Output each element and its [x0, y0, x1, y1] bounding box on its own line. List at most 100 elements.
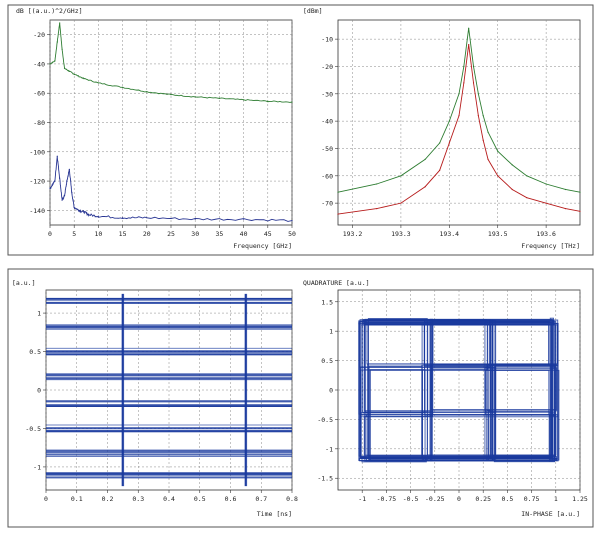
data-point: [545, 183, 547, 185]
data-point: [468, 27, 470, 29]
constellation-trace: [431, 320, 555, 370]
data-point: [487, 131, 489, 133]
constellation-trace: [362, 319, 497, 413]
y-tick-label: -120: [29, 178, 45, 186]
data-point: [267, 100, 269, 102]
data-point: [243, 218, 245, 220]
data-point: [56, 155, 58, 157]
data-point: [477, 93, 479, 95]
x-axis-label: IN-PHASE [a.u.]: [521, 510, 580, 518]
y-tick-label: -60: [321, 172, 333, 180]
x-axis-label: Time [ns]: [257, 510, 292, 518]
constellation-trace: [432, 321, 550, 365]
x-tick-label: 10: [94, 230, 102, 238]
x-tick-label: 0.25: [475, 495, 491, 503]
data-point: [564, 188, 567, 191]
y-tick-label: -0.5: [25, 425, 41, 433]
data-point: [439, 142, 441, 144]
y-tick-label: 1.5: [321, 298, 333, 306]
data-point: [66, 180, 68, 182]
x-tick-label: 25: [167, 230, 175, 238]
y-tick-label: 1: [329, 328, 333, 336]
data-point: [78, 209, 80, 211]
x-tick-label: 35: [215, 230, 223, 238]
data-point: [458, 115, 460, 117]
y-tick-label: -30: [321, 90, 333, 98]
constellation-trace: [360, 324, 552, 458]
constellation-trace: [366, 322, 558, 365]
data-point: [63, 195, 66, 197]
x-tick-label: 193.5: [488, 230, 508, 238]
data-point: [146, 217, 148, 219]
data-point: [526, 175, 528, 177]
data-point: [400, 202, 402, 204]
data-point: [472, 65, 475, 68]
optical-spectrum-panel: 193.2 193.3 193.4 193.5 193.6 -10 -20 -30 -40 -50…: [303, 7, 581, 250]
data-point: [448, 120, 450, 122]
data-point: [526, 197, 528, 199]
data-point: [218, 97, 220, 99]
x-tick-label: 20: [143, 230, 151, 238]
data-point: [54, 180, 56, 182]
x-tick-label: 0.1: [71, 495, 83, 503]
x-tick-label: 0.5: [502, 495, 514, 503]
data-point: [73, 206, 75, 209]
x-tick-label: 193.4: [440, 230, 460, 238]
data-point: [194, 218, 196, 220]
data-point: [83, 77, 85, 80]
data-point: [291, 220, 293, 222]
x-tick-label: 0.8: [286, 495, 298, 503]
data-point: [511, 188, 513, 191]
y-tick-label: -20: [33, 31, 45, 39]
y-tick-label: -0.5: [317, 416, 333, 424]
data-point: [88, 214, 90, 216]
constellation-trace: [366, 457, 557, 461]
data-point: [376, 208, 378, 210]
data-point: [68, 70, 70, 72]
data-point: [545, 202, 547, 204]
y-tick-label: 0: [329, 387, 333, 395]
data-point: [579, 191, 581, 193]
y-tick-label: -1: [325, 445, 333, 453]
x-tick-label: 193.2: [343, 230, 363, 238]
y-tick-label: 1: [37, 310, 41, 318]
data-point: [448, 142, 450, 144]
constellation-trace: [484, 367, 558, 412]
x-tick-label: 0.6: [225, 495, 237, 503]
data-point: [472, 82, 475, 84]
data-point: [49, 187, 51, 189]
data-point: [63, 67, 66, 69]
constellation-panel: -1 -0.75 -0.5 -0.25 0 0.25 0.5 0.75 1 1.25 1.5 1 0.5…: [303, 279, 588, 518]
y-tick-label: -60: [33, 90, 45, 98]
x-axis-label: Frequency [THz]: [521, 242, 580, 250]
data-point: [497, 175, 499, 177]
data-point: [376, 183, 378, 185]
data-point: [337, 213, 339, 215]
y-tick-label: -50: [321, 145, 333, 153]
data-point: [463, 65, 465, 68]
x-tick-label: 40: [240, 230, 248, 238]
data-point: [468, 44, 470, 46]
y-tick-label: -10: [321, 36, 333, 44]
x-tick-label: 0.4: [163, 495, 175, 503]
y-tick-label: -1: [33, 463, 41, 471]
data-point: [487, 158, 489, 160]
y-tick-label: -140: [29, 207, 45, 215]
data-point: [170, 94, 172, 96]
data-point: [146, 91, 148, 93]
data-point: [59, 22, 61, 24]
data-point: [424, 186, 426, 188]
x-tick-label: 50: [288, 230, 296, 238]
data-point: [83, 211, 85, 213]
data-point: [497, 150, 499, 152]
y-tick-label: -70: [321, 200, 333, 208]
constellation-trace: [369, 369, 426, 462]
data-point: [61, 199, 63, 201]
x-tick-label: 193.3: [391, 230, 411, 238]
data-point: [482, 139, 484, 141]
x-tick-label: 0: [457, 495, 461, 503]
y-axis-label: [a.u.]: [12, 279, 35, 287]
data-point: [243, 99, 245, 101]
y-tick-label: -20: [321, 63, 333, 71]
data-point: [97, 215, 99, 217]
